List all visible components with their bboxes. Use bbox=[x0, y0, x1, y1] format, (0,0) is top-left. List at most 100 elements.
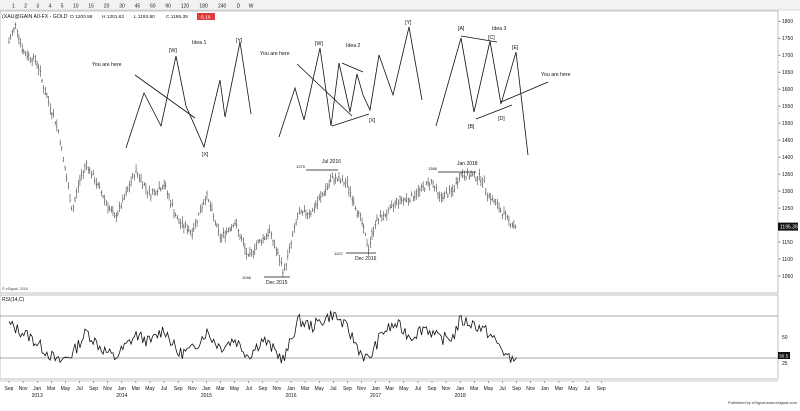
interval-button-45[interactable]: 45 bbox=[135, 4, 141, 10]
price-tick-label: 1550 bbox=[782, 104, 793, 110]
interval-button-120[interactable]: 120 bbox=[181, 4, 190, 10]
interval-button-180[interactable]: 180 bbox=[199, 4, 208, 10]
wave-label-d: [D] bbox=[498, 116, 505, 122]
time-tick-label: May bbox=[399, 386, 409, 392]
interval-button-1[interactable]: 1 bbox=[12, 4, 15, 10]
time-tick-label: Nov bbox=[442, 386, 451, 392]
time-tick-label: Sep bbox=[174, 386, 183, 392]
time-tick-label: Nov bbox=[19, 386, 28, 392]
price-tick-label: 1250 bbox=[782, 206, 793, 212]
time-tick-label: Jan bbox=[372, 386, 380, 392]
time-tick-label: May bbox=[230, 386, 240, 392]
rsi-bands bbox=[0, 315, 778, 359]
interval-button-20[interactable]: 20 bbox=[104, 4, 110, 10]
price-tick-label: 1050 bbox=[782, 274, 793, 280]
you-are-here-label-1: You are here bbox=[92, 62, 122, 68]
time-tick-label: Jan bbox=[202, 386, 210, 392]
interval-button-240[interactable]: 240 bbox=[218, 4, 227, 10]
price-tick-label: 1300 bbox=[782, 189, 793, 195]
time-tick-label: Mar bbox=[216, 386, 225, 392]
interval-button-3[interactable]: 3 bbox=[36, 4, 39, 10]
interval-button-2[interactable]: 2 bbox=[24, 4, 27, 10]
time-axis: Sep Nov Jan Mar May Jul Sep Nov Jan Mar May Jul Sep N… bbox=[0, 380, 778, 399]
price-point-1366: 1366 bbox=[428, 166, 438, 171]
time-tick-label: Nov bbox=[103, 386, 112, 392]
footer-published-by: Published by eSignal bbox=[728, 400, 765, 405]
time-tick-label: Jul bbox=[415, 386, 421, 392]
interval-button-30[interactable]: 30 bbox=[119, 4, 125, 10]
year-label: 2015 bbox=[201, 393, 212, 399]
idea2-top-line bbox=[341, 62, 364, 73]
interval-button-D[interactable]: D bbox=[237, 4, 241, 10]
time-tick-label: Jul bbox=[76, 386, 82, 392]
wave-label-w1: [W] bbox=[169, 48, 177, 54]
time-tick-label: Mar bbox=[385, 386, 394, 392]
time-tick-label: Sep bbox=[5, 386, 14, 392]
price-tick-label: 1450 bbox=[782, 138, 793, 144]
idea2-arrow-line bbox=[296, 63, 353, 117]
time-tick-label: Nov bbox=[357, 386, 366, 392]
rsi-last-value: 30.5 bbox=[779, 354, 789, 360]
idea3-ac-line bbox=[460, 35, 498, 43]
idea1-label: Idea 1 bbox=[192, 40, 207, 46]
period-jul-2016: Jul 2016 bbox=[322, 159, 341, 165]
time-tick-label: Sep bbox=[428, 386, 437, 392]
wave-label-e: [E] bbox=[512, 45, 519, 51]
idea2-label: Idea 2 bbox=[346, 43, 361, 49]
time-tick-label: May bbox=[314, 386, 324, 392]
interval-button-4[interactable]: 4 bbox=[49, 4, 52, 10]
period-labels: Dec 2015 Jul 2016 Dec 2016 Jan 2018 bbox=[266, 159, 478, 286]
quote-symbol: (XAU@GAIN A0-FX - GOLD bbox=[2, 14, 68, 20]
time-tick-label: Sep bbox=[597, 386, 606, 392]
interval-button-90[interactable]: 90 bbox=[165, 4, 171, 10]
interval-button-15[interactable]: 15 bbox=[88, 4, 94, 10]
wave-label-a: [A] bbox=[458, 26, 465, 32]
time-tick-label: Sep bbox=[89, 386, 98, 392]
price-tick-label: 1150 bbox=[782, 240, 793, 246]
interval-toolbar: 1 2 3 4 5 10 15 20 30 45 60 90 120 180 240 D W bbox=[0, 0, 800, 11]
wave-label-y1: [Y] bbox=[236, 38, 243, 44]
quote-open: O 1200.58 bbox=[70, 14, 93, 20]
time-tick-label: Mar bbox=[47, 386, 56, 392]
wave-label-c: [C] bbox=[488, 35, 495, 41]
interval-button-60[interactable]: 60 bbox=[150, 4, 156, 10]
price-tick-label: 1700 bbox=[782, 53, 793, 59]
time-tick-label: May bbox=[145, 386, 155, 392]
price-point-1122: 1122 bbox=[334, 251, 343, 256]
interval-button-10[interactable]: 10 bbox=[73, 4, 79, 10]
quote-change-badge bbox=[197, 13, 215, 20]
interval-button-5[interactable]: 5 bbox=[61, 4, 64, 10]
rsi-line bbox=[8, 310, 517, 364]
time-tick-label: Mar bbox=[132, 386, 141, 392]
you-are-here-label-3: You are here bbox=[541, 72, 571, 78]
idea3-arrow-line bbox=[500, 81, 549, 103]
year-label: 2017 bbox=[370, 393, 381, 399]
rsi-panel bbox=[0, 294, 779, 380]
price-point-1046: 1046 bbox=[242, 275, 252, 280]
year-label: 2018 bbox=[455, 393, 466, 399]
quote-header: (XAU@GAIN A0-FX - GOLD O 1200.58 H 1201.… bbox=[2, 13, 215, 21]
interval-button-W[interactable]: W bbox=[249, 4, 254, 10]
quote-high: H 1201.62 bbox=[102, 14, 124, 20]
rsi-axis: 50 25 bbox=[782, 335, 788, 367]
time-tick-label: Jul bbox=[245, 386, 251, 392]
price-tick-label: 1500 bbox=[782, 121, 793, 127]
price-tick-label: 1600 bbox=[782, 87, 793, 93]
time-tick-label: Sep bbox=[512, 386, 521, 392]
time-tick-label: Jul bbox=[584, 386, 590, 392]
period-dec-2015: Dec 2015 bbox=[266, 280, 288, 286]
time-tick-label: Nov bbox=[188, 386, 197, 392]
time-tick-label: Nov bbox=[526, 386, 535, 392]
time-tick-label: Jan bbox=[118, 386, 126, 392]
year-label: 2013 bbox=[32, 393, 43, 399]
wave-label-x1: [X] bbox=[202, 152, 209, 158]
price-tick-label: 1400 bbox=[782, 155, 793, 161]
idea1-arrow-line bbox=[134, 74, 196, 119]
copyright-label: © eSignal, 2018 bbox=[2, 287, 28, 291]
rsi-tick-label: 25 bbox=[782, 361, 788, 367]
time-tick-label: Jul bbox=[330, 386, 336, 392]
period-dec-2016: Dec 2016 bbox=[355, 256, 377, 262]
time-tick-label: Jan bbox=[287, 386, 295, 392]
